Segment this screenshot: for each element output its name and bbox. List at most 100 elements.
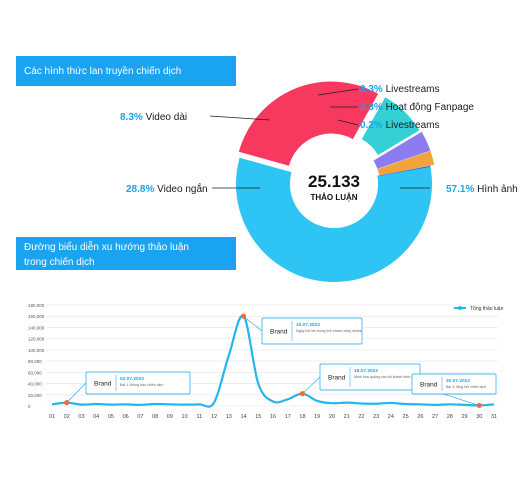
annotation-date: 30.07.2022 — [446, 378, 470, 384]
donut-section-title-text: Các hình thức lan truyền chiến dịch — [24, 66, 182, 77]
donut-slice-2 — [238, 81, 379, 166]
annotation-connector — [302, 376, 321, 394]
donut-slice-1 — [235, 157, 432, 282]
donut-center-value: 25.133 — [308, 172, 360, 191]
y-tick-label: 60,000 — [28, 370, 42, 375]
x-tick-label: 01 — [49, 414, 55, 420]
annotation-text: Bài 3: tổng kết chiến dịch — [446, 385, 486, 389]
x-tick-label: 24 — [388, 414, 394, 420]
annotation-brand: Brand — [94, 381, 112, 388]
legend-swatch-dot — [458, 306, 462, 310]
annotation-box — [411, 373, 497, 395]
annotation-brand: Brand — [270, 329, 288, 336]
x-tick-label: 13 — [226, 414, 232, 420]
donut-label-5: 2.3% Hoạt động Fanpage — [360, 102, 474, 113]
annotation-text: Ngày hội lớn trong lịch khách chạy serie… — [296, 329, 362, 333]
x-tick-label: 08 — [152, 414, 158, 420]
x-tick-label: 27 — [432, 414, 438, 420]
annotation-box — [85, 371, 191, 395]
x-tick-label: 23 — [373, 414, 379, 420]
annotation-text: Minh họa quảng cáo tới khách tiềm năng — [354, 375, 419, 379]
x-tick-label: 07 — [137, 414, 143, 420]
y-tick-labels: 0 20,000 40,000 60,000 80,000 100,000 120,000 1… — [28, 303, 45, 409]
donut-label-name: Hình ảnh — [477, 184, 518, 195]
x-tick-label: 14 — [240, 414, 246, 420]
x-tick-label: 28 — [447, 414, 453, 420]
donut-center-label: THẢO LUẬN — [310, 193, 357, 202]
donut-label-name: Video dài — [146, 112, 188, 123]
donut-label-value: 0.2% — [360, 120, 386, 131]
x-tick-label: 06 — [123, 414, 129, 420]
annotation-brand: Brand — [328, 375, 346, 382]
annotation-point — [240, 313, 247, 319]
legend-label: Tổng thảo luận — [470, 305, 504, 312]
x-tick-label: 18 — [299, 414, 305, 420]
annotation-text: Bài 1: thông báo chiến dịch — [120, 383, 163, 387]
x-tick-label: 15 — [255, 414, 261, 420]
donut-leader-3 — [209, 115, 271, 121]
y-tick-label: 40,000 — [28, 382, 42, 387]
donut-slice-4 — [373, 131, 431, 169]
y-tick-label: 140,000 — [28, 325, 45, 330]
annotation-connector — [243, 315, 263, 332]
trend-line-series — [51, 314, 495, 408]
donut-label-value: 57.1% — [446, 184, 477, 195]
donut-label-1: 57.1% Hình ảnh — [446, 184, 518, 195]
donut-chart: 57.1% Hình ảnh 28.8% Video ngắn 8.3% Video… — [120, 81, 518, 282]
x-tick-label: 12 — [211, 414, 217, 420]
donut-label-name: Hoạt động Fanpage — [386, 102, 475, 113]
x-tick-label: 29 — [461, 414, 467, 420]
annotation-date: 18.07.2022 — [354, 368, 378, 374]
x-tick-label: 30 — [476, 414, 482, 420]
x-tick-label: 02 — [64, 414, 70, 420]
annotation-point — [64, 400, 70, 406]
x-tick-label: 26 — [417, 414, 423, 420]
y-tick-label: 100,000 — [28, 348, 45, 353]
annotation-box — [261, 317, 363, 345]
y-tick-label: 80,000 — [28, 359, 42, 364]
x-tick-label: 04 — [93, 414, 99, 420]
donut-slice-6 — [377, 165, 431, 177]
donut-label-name: Video ngắn — [157, 182, 207, 195]
x-tick-label: 11 — [196, 414, 202, 420]
x-tick-label: 20 — [329, 414, 335, 420]
annotation-brand: Brand — [420, 382, 438, 389]
x-tick-label: 05 — [108, 414, 114, 420]
x-tick-label: 19 — [314, 414, 320, 420]
x-tick-label: 22 — [358, 414, 364, 420]
annotation-point — [299, 391, 306, 397]
x-tick-label: 09 — [167, 414, 173, 420]
donut-label-4: 3.3% Livestreams — [360, 84, 439, 95]
line-section-title-line-1: Đường biểu diễn xu hướng thảo luận — [24, 242, 189, 253]
donut-slice-5 — [377, 150, 435, 176]
donut-slices — [235, 81, 435, 282]
donut-label-value: 3.3% — [360, 84, 386, 95]
annotation-date: 16.07.2022 — [296, 322, 320, 328]
x-tick-label: 31 — [491, 414, 497, 420]
y-tick-label: 120,000 — [28, 337, 45, 342]
donut-section-title: Các hình thức lan truyền chiến dịch — [16, 56, 236, 86]
x-tick-label: 10 — [182, 414, 188, 420]
x-tick-label: 16 — [270, 414, 276, 420]
x-tick-label: 03 — [78, 414, 84, 420]
donut-label-3: 8.3% Video dài — [120, 112, 187, 123]
line-legend: Tổng thảo luận — [454, 305, 504, 312]
y-tick-label: 180,000 — [28, 303, 45, 308]
x-tick-label: 25 — [403, 414, 409, 420]
annotation-point — [476, 402, 482, 409]
donut-label-2: 28.8% Video ngắn — [126, 182, 208, 195]
y-tick-label: 160,000 — [28, 314, 45, 319]
donut-label-6: 0.2% Livestreams — [360, 120, 439, 131]
donut-label-name: Livestreams — [386, 84, 440, 95]
donut-hole — [290, 140, 378, 228]
donut-leader-4 — [317, 88, 359, 96]
line-section-title-line-2: trong chiến dịch — [24, 257, 95, 268]
donut-label-value: 28.8% — [126, 184, 157, 195]
donut-leader-6 — [337, 119, 359, 126]
x-tick-labels: 01 02 03 04 05 06 07 08 09 10 11 12 13 14 15 16 17 18 19 20… — [49, 414, 497, 420]
y-tick-label: 0 — [28, 404, 31, 409]
annotation-date: 02.07.2022 — [120, 376, 144, 382]
donut-label-value: 8.3% — [120, 112, 146, 123]
